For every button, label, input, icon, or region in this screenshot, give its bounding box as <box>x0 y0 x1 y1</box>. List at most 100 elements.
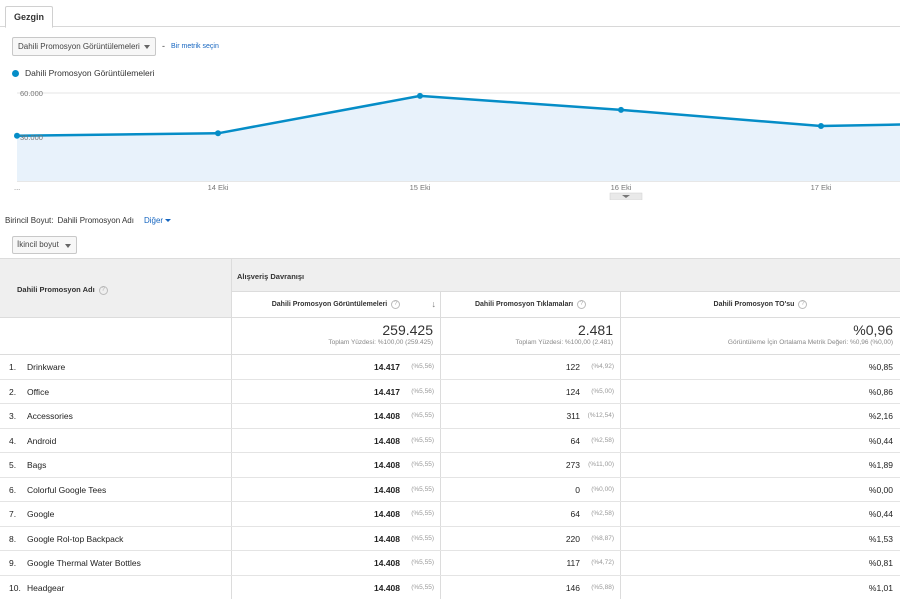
promotion-name-link[interactable]: Office <box>27 386 50 397</box>
promotion-name-link[interactable]: Google Rol-top Backpack <box>27 533 124 544</box>
views-percent: (%5,56) <box>411 387 434 395</box>
primary-dimension-bar: Birincil Boyut: Dahili Promosyon Adı Diğ… <box>5 216 172 225</box>
chevron-down-icon <box>622 195 630 198</box>
views-value: 14.408 <box>374 484 400 495</box>
row-name-cell: 7. Google <box>0 502 232 526</box>
views-cell: 14.408 (%5,55) <box>232 526 441 550</box>
ctr-value: %2,16 <box>868 411 893 421</box>
clicks-cell: 124 (%5,00) <box>441 379 621 403</box>
clicks-cell: 64 (%2,58) <box>441 502 621 526</box>
views-value: 14.408 <box>374 558 400 568</box>
views-cell: 14.408 (%5,55) <box>232 551 441 575</box>
promotion-name-link[interactable]: Google Thermal Water Bottles <box>27 558 141 568</box>
clicks-cell: 117 (%4,72) <box>441 551 621 575</box>
column-header-ctr[interactable]: Dahili Promosyon TO'su? <box>621 291 900 318</box>
views-percent: (%5,55) <box>411 583 434 591</box>
ctr-cell: %2,16 <box>621 404 900 428</box>
views-cell: 14.408 (%5,55) <box>232 502 441 526</box>
row-name-cell: 5. Bags <box>0 453 232 477</box>
pick-metric-link[interactable]: Bir metrik seçin <box>171 42 219 50</box>
data-point <box>417 92 423 99</box>
metric-dropdown[interactable]: Dahili Promosyon Görüntülemeleri <box>12 36 156 56</box>
help-icon[interactable]: ? <box>577 299 587 309</box>
column-header-clicks[interactable]: Dahili Promosyon Tıklamaları? <box>441 291 621 318</box>
promotion-name-link[interactable]: Colorful Google Tees <box>27 484 107 495</box>
help-icon[interactable]: ? <box>98 285 108 295</box>
help-icon[interactable]: ? <box>391 299 401 309</box>
views-percent: (%5,55) <box>411 436 434 444</box>
row-index: 6. <box>9 484 17 495</box>
row-index: 2. <box>9 386 17 397</box>
views-header-label: Dahili Promosyon Görüntülemeleri <box>271 301 388 308</box>
tab-bar: Gezgin <box>0 0 900 28</box>
totals-row: 259.425 Toplam Yüzdesi: %100,00 (259.425… <box>0 318 900 355</box>
clicks-value: 64 <box>570 509 580 519</box>
views-percent: (%5,55) <box>411 510 434 517</box>
row-index: 7. <box>9 509 17 519</box>
clicks-percent: (%2,58) <box>591 436 614 444</box>
clicks-percent: (%8,87) <box>591 534 614 542</box>
promotion-name-link[interactable]: Headgear <box>27 582 65 593</box>
row-name-cell: 1. Drinkware <box>0 355 232 379</box>
x-tick-label: ... <box>14 183 20 192</box>
promotion-name-link[interactable]: Drinkware <box>27 362 66 372</box>
secondary-dimension-dropdown[interactable]: İkincil boyut <box>12 236 77 254</box>
table-row: 10. Headgear 14.408 (%5,55) 146 (%5,88) %1,01 <box>0 575 900 599</box>
ctr-cell: %0,00 <box>621 478 900 502</box>
y-tick-label: 30.000 <box>20 133 43 142</box>
ctr-value: %0,81 <box>868 558 893 568</box>
data-point <box>818 123 824 129</box>
row-name-cell: 6. Colorful Google Tees <box>0 477 232 501</box>
views-value: 14.408 <box>374 533 400 544</box>
ctr-value: %1,89 <box>868 460 893 470</box>
clicks-value: 124 <box>565 386 580 397</box>
total-ctr-sub: Görüntüleme İçin Ortalama Metrik Değeri:… <box>727 339 893 346</box>
promotion-name-link[interactable]: Bags <box>27 460 47 470</box>
views-cell: 14.408 (%5,55) <box>232 575 441 599</box>
series-area <box>17 95 900 181</box>
help-icon[interactable]: ? <box>798 299 808 309</box>
x-tick-label: 15 Eki <box>410 183 431 192</box>
total-clicks-sub: Toplam Yüzdesi: %100,00 (2.481) <box>515 339 613 346</box>
clicks-cell: 146 (%5,88) <box>441 575 621 599</box>
promotion-name-link[interactable]: Android <box>27 435 57 446</box>
primary-dimension-value[interactable]: Dahili Promosyon Adı <box>57 216 134 225</box>
clicks-cell: 220 (%8,87) <box>441 526 621 550</box>
clicks-percent: (%11,00) <box>588 461 614 468</box>
clicks-value: 122 <box>565 362 580 372</box>
clicks-value: 273 <box>565 460 580 470</box>
other-dimension-link[interactable]: Diğer <box>143 216 172 225</box>
row-name-cell: 8. Google Rol-top Backpack <box>0 526 232 550</box>
ctr-value: %1,01 <box>868 582 893 593</box>
table-row: 3. Accessories 14.408 (%5,55) 311 (%12,54) %2,… <box>0 404 900 429</box>
column-header-name[interactable]: Dahili Promosyon Adı? <box>0 258 232 318</box>
clicks-cell: 0 (%0,00) <box>441 477 621 501</box>
views-cell: 14.408 (%5,55) <box>232 477 441 501</box>
ctr-cell: %1,53 <box>621 527 900 551</box>
metric-separator: - <box>162 41 165 51</box>
views-percent: (%5,55) <box>411 485 434 493</box>
row-name-cell: 3. Accessories <box>0 404 232 428</box>
promotion-name-link[interactable]: Accessories <box>27 411 73 421</box>
line-chart: 60.000 30.000... 14 Eki 15 Eki 16 Eki 17 Eki <box>14 89 900 200</box>
ctr-cell: %1,01 <box>621 576 900 599</box>
views-percent: (%5,55) <box>411 412 434 419</box>
table-row: 8. Google Rol-top Backpack 14.408 (%5,55) 22… <box>0 526 900 551</box>
promotion-name-link[interactable]: Google <box>27 509 55 519</box>
chevron-down-icon <box>65 244 71 248</box>
clicks-percent: (%4,92) <box>591 363 614 370</box>
column-header-views[interactable]: Dahili Promosyon Görüntülemeleri? ↓ <box>232 291 441 318</box>
arrow-down-icon[interactable]: ↓ <box>431 299 437 309</box>
data-point <box>618 106 624 113</box>
other-dimension-label: Diğer <box>143 216 164 225</box>
tab-explorer[interactable]: Gezgin <box>5 6 54 28</box>
table-row: 6. Colorful Google Tees 14.408 (%5,55) 0 (%0,… <box>0 477 900 502</box>
views-value: 14.417 <box>374 386 400 397</box>
row-index: 5. <box>9 460 17 470</box>
totals-name-cell <box>0 318 232 355</box>
total-views-cell: 259.425 Toplam Yüzdesi: %100,00 (259.425… <box>232 318 441 355</box>
clicks-value: 117 <box>566 558 580 568</box>
ctr-cell: %1,89 <box>621 453 900 477</box>
total-clicks-value: 2.481 <box>577 322 613 338</box>
group-header-title: Alışveriş Davranışı <box>237 272 305 281</box>
